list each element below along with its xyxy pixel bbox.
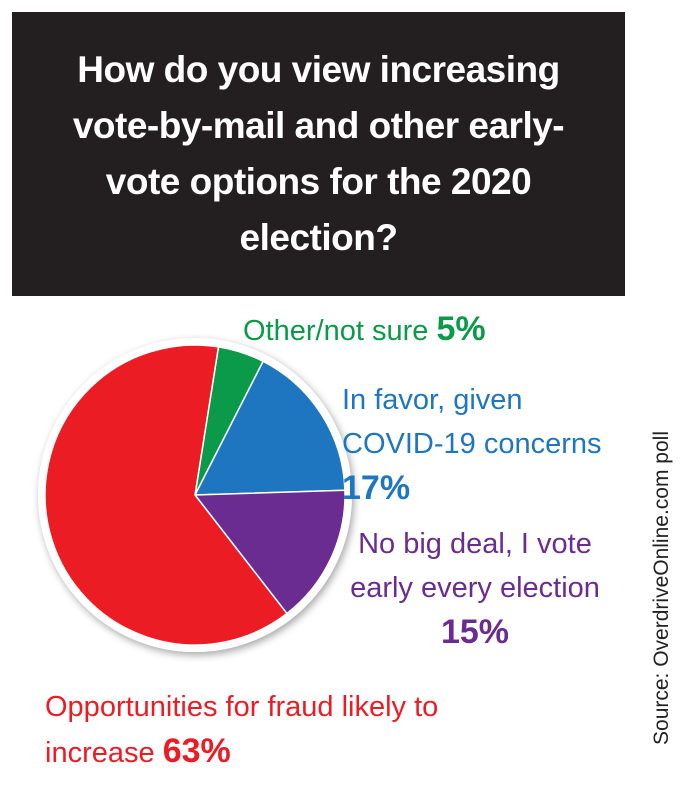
value-label: 15%	[440, 613, 510, 651]
pie-slice	[193, 360, 346, 496]
pie-slice	[44, 344, 288, 646]
value-label: 17%	[342, 469, 411, 507]
slice-label: Opportunities for fraud likely to increa…	[45, 685, 505, 775]
slice-label: No big deal, I vote early every election…	[340, 522, 610, 656]
source: Source: OverdriveOnline.com poll	[650, 431, 673, 745]
value-label: 63%	[162, 732, 231, 770]
slice-label: Other/not sure 5%	[243, 307, 486, 353]
slice-label: In favor, given COVID-19 concerns 17%	[342, 378, 612, 512]
category-label: In favor, given COVID-19 concerns	[342, 384, 602, 460]
chart-title: How do you view increasing vote-by-mail …	[72, 49, 565, 258]
category-label: No big deal, I vote early every election	[350, 528, 600, 604]
category-label: Opportunities for fraud likely to increa…	[45, 691, 439, 769]
category-label: Other/not sure	[243, 315, 429, 347]
value-label: 5%	[436, 310, 486, 348]
pie-slice	[193, 489, 346, 615]
title-box: How do you view increasing vote-by-mail …	[12, 12, 625, 296]
